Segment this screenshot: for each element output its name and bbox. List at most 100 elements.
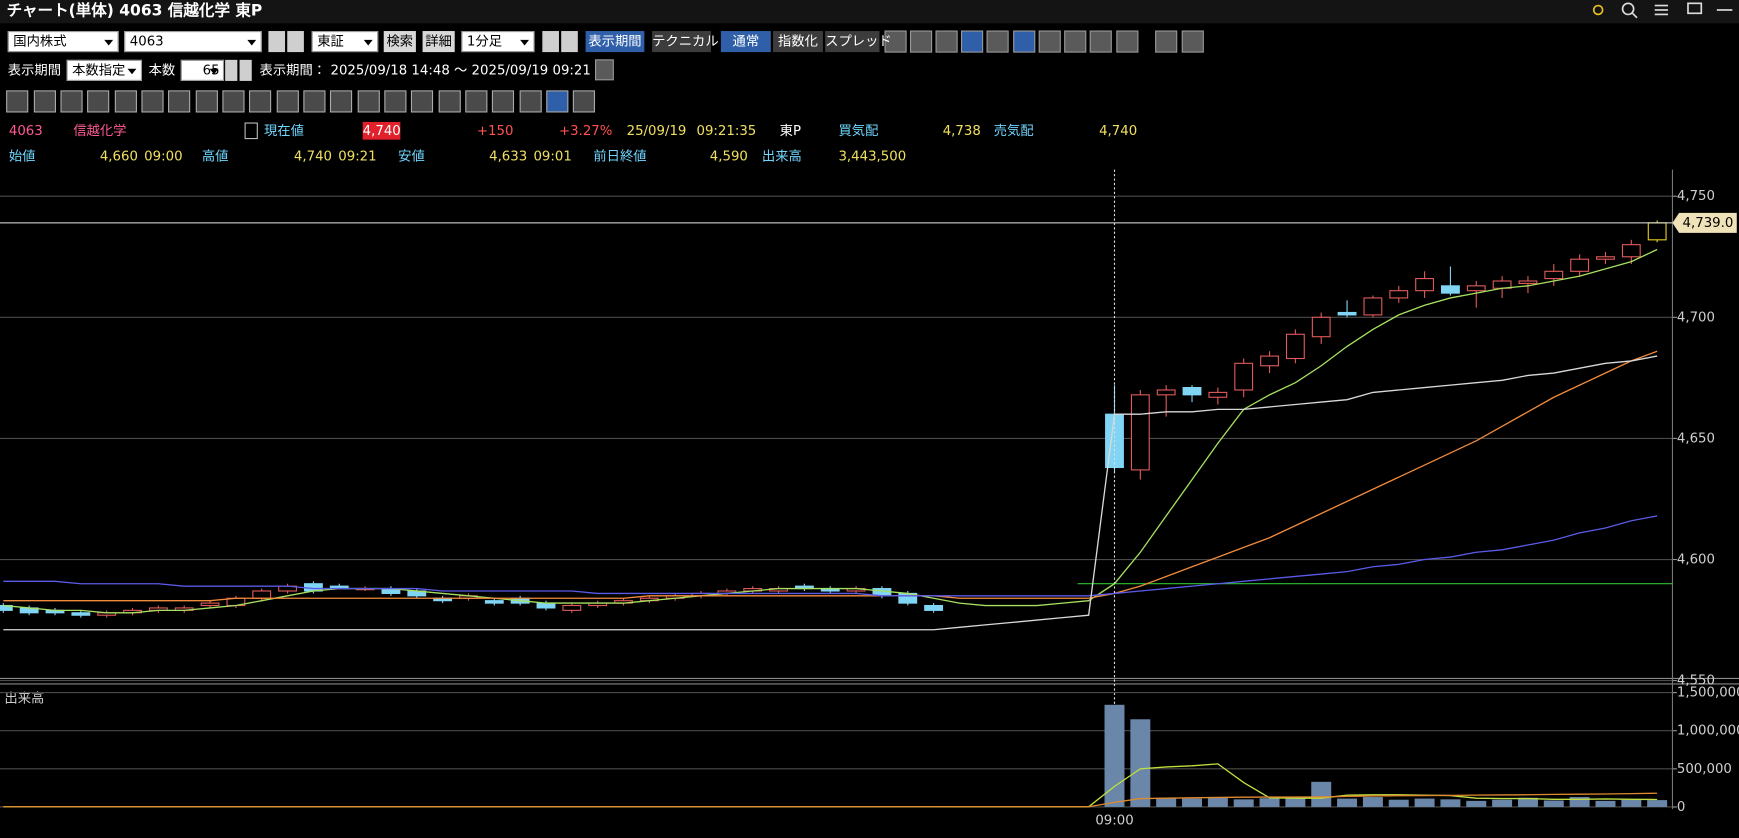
open-value: 4,660 [99, 148, 138, 165]
mode-button[interactable]: スプレッド [825, 31, 892, 53]
mode-button[interactable]: 通常 [720, 31, 771, 53]
range-text: 2025/09/18 14:48 ～ 2025/09/19 09:21 [330, 62, 591, 78]
candle-body [1156, 389, 1176, 396]
interval-select[interactable]: 1分足 [461, 31, 535, 53]
count-label: 本数 [148, 62, 176, 78]
candle-body [1130, 394, 1150, 471]
y-tick-label: 500,000 [1677, 762, 1732, 777]
volume-title: 出来高 [4, 689, 44, 706]
volume-bar [1621, 799, 1642, 807]
period-button[interactable]: 表示期間 [585, 31, 645, 53]
volume-bar [1130, 719, 1151, 807]
price-tag [1672, 212, 1737, 233]
volume-bar [1104, 704, 1125, 807]
indicator-line [3, 355, 1658, 631]
exchange-select[interactable]: 東証 [311, 31, 379, 53]
volume-bar [1259, 798, 1280, 807]
candle-body [1363, 297, 1383, 316]
candle-body [252, 590, 272, 599]
title-bar [0, 0, 1739, 24]
quote-date: 25/09/19 [626, 123, 687, 139]
next-button[interactable] [561, 31, 578, 53]
doc-icon[interactable] [244, 122, 258, 140]
volume-value: 3,443,500 [838, 148, 907, 165]
search-button[interactable]: 検索 [383, 31, 416, 53]
next-button[interactable] [287, 31, 304, 53]
volume-bar [1337, 798, 1358, 807]
high-time: 09:21 [338, 148, 377, 165]
y-tick-label: 0 [1677, 800, 1685, 815]
y-tick-label: 1,500,000 [1677, 686, 1739, 701]
change: +150 [476, 123, 514, 139]
stock-code: 4063 [8, 123, 43, 139]
bid-label: 買気配 [838, 123, 879, 139]
stock-name: 信越化学 [73, 123, 127, 139]
candle-body [1311, 316, 1331, 338]
y-tick-label: 4,600 [1677, 553, 1715, 568]
technical-button[interactable]: テクニカル [652, 31, 719, 53]
x-tick-label: 09:00 [1095, 813, 1133, 828]
volume-bar [1492, 799, 1513, 807]
price-tag-label: 4,739.0 [1683, 216, 1734, 231]
candle-body [1415, 278, 1435, 292]
period-mode-select[interactable]: 本数指定 [66, 59, 142, 81]
candle-body [536, 602, 556, 609]
volume-bar [1233, 799, 1254, 807]
candle-body [1647, 222, 1667, 241]
candle-body [1466, 285, 1486, 292]
low-time: 09:01 [533, 148, 572, 165]
window-title: チャート(単体) 4063 信越化学 東P [6, 2, 263, 20]
indicator-line [3, 350, 1658, 602]
candle-body [1337, 311, 1357, 316]
period-label: 表示期間 [7, 62, 62, 78]
y-tick-label: 1,000,000 [1677, 724, 1739, 739]
count-spinner[interactable] [225, 59, 238, 81]
volume-bar [1362, 797, 1383, 807]
volume-bar [1285, 797, 1306, 807]
volume-bar [1156, 797, 1177, 807]
y-tick-label: 4,550 [1677, 674, 1715, 689]
prev-button[interactable] [268, 31, 286, 53]
code-input[interactable]: 4063 [124, 31, 262, 53]
y-tick-label: 4,750 [1677, 189, 1715, 204]
volume-label: 出来高 [761, 148, 802, 165]
candle-body [924, 604, 944, 611]
volume-bar [1517, 797, 1538, 807]
open-time: 09:00 [144, 148, 183, 165]
candle-body [1182, 387, 1202, 396]
volume-bar [1440, 799, 1461, 807]
market-select[interactable]: 国内株式 [7, 31, 119, 53]
y-tick-label: 4,650 [1677, 431, 1715, 446]
toolbar-icons[interactable] [595, 30, 1204, 81]
price-value: 4,740 [362, 121, 401, 140]
y-tick-label: 4,700 [1677, 310, 1715, 325]
candle-body [1621, 244, 1641, 258]
volume-bar [1207, 797, 1228, 807]
open-label: 始値 [8, 148, 36, 165]
mode-button[interactable]: 指数化 [773, 31, 823, 53]
indicator-line [3, 515, 1658, 597]
indicator-line [3, 792, 1658, 808]
ask-label: 売気配 [993, 123, 1034, 139]
candle-body [1441, 285, 1460, 294]
candle-body [562, 604, 582, 611]
candle-body [200, 602, 220, 607]
detail-button[interactable]: 詳細 [422, 31, 455, 53]
candle-body [484, 600, 504, 604]
count-spinner[interactable] [239, 59, 252, 81]
indicator-line [3, 248, 1658, 614]
volume-bar [1595, 800, 1616, 807]
prev-close-value: 4,590 [709, 148, 748, 165]
indicator-line [3, 763, 1658, 808]
market-code: 東P [779, 123, 802, 139]
count-input[interactable]: 65 [180, 59, 225, 81]
drawing-tools[interactable] [6, 90, 596, 113]
volume-bar [1182, 798, 1202, 807]
change-pct: +3.27% [558, 123, 613, 139]
prev-button[interactable] [542, 31, 559, 53]
volume-bar [1414, 798, 1435, 807]
candle-body [1389, 290, 1409, 299]
